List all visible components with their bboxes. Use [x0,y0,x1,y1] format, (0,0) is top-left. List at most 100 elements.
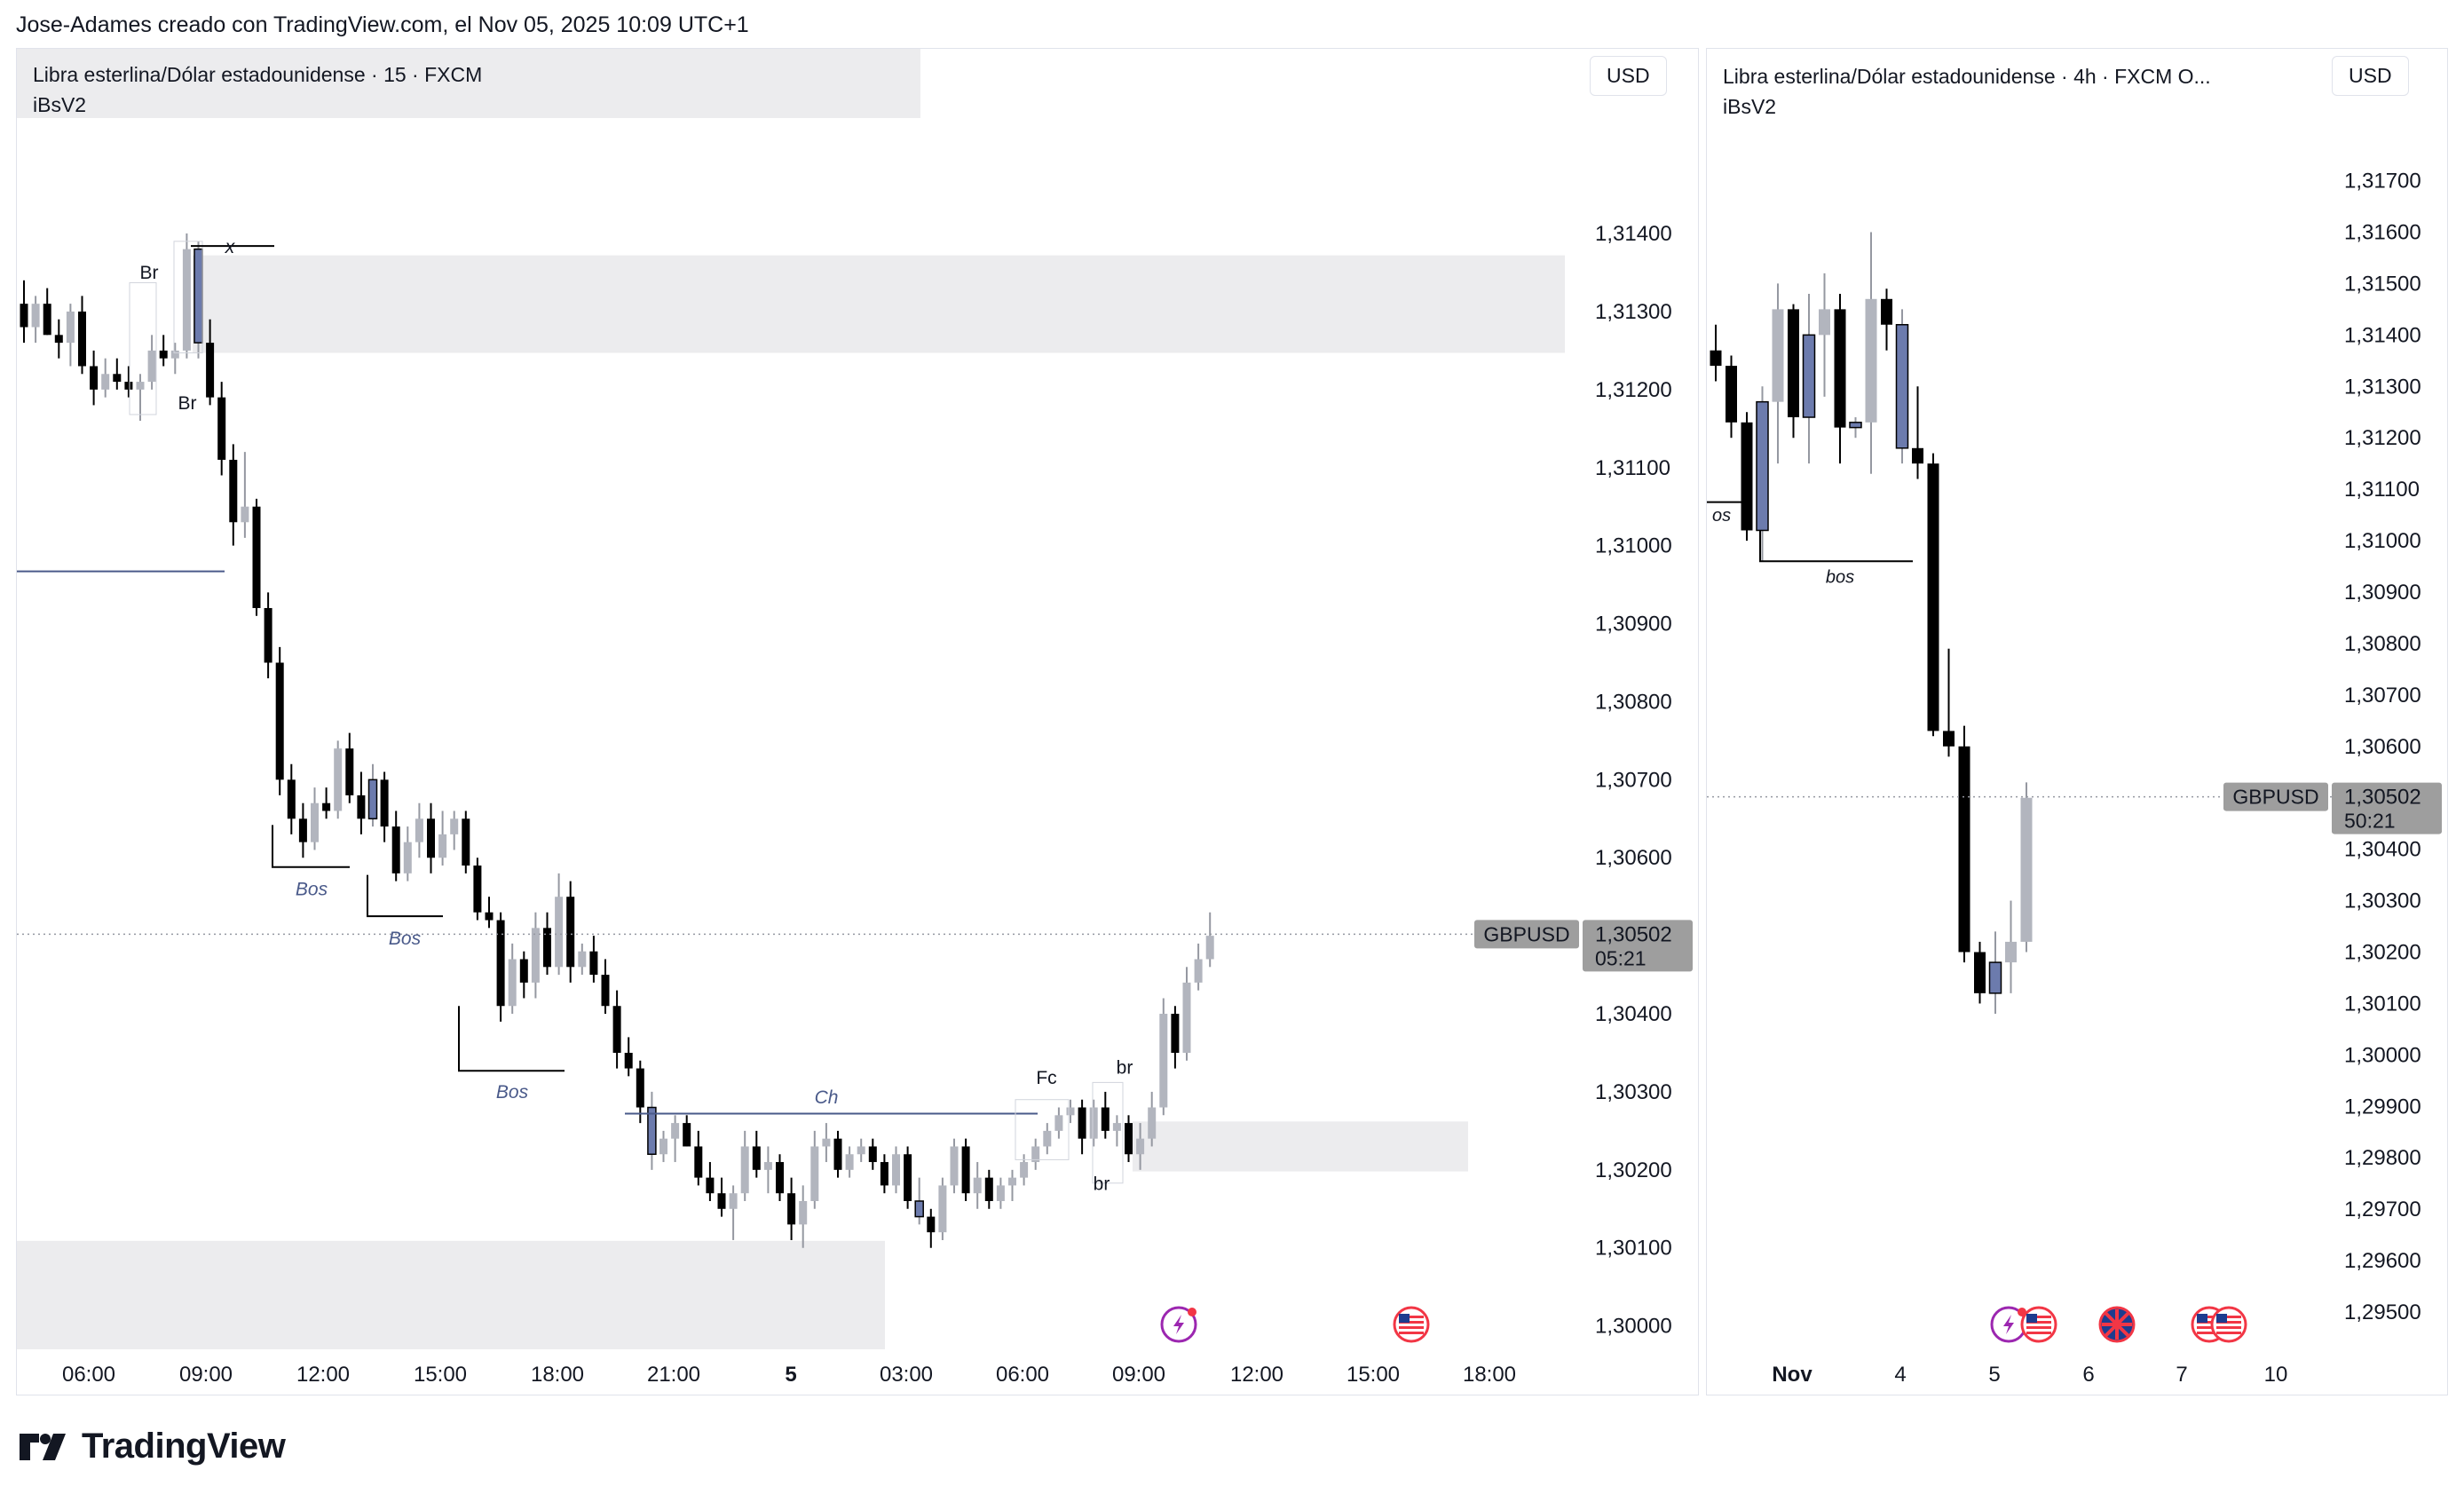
symbol-title[interactable]: Libra esterlina/Dólar estadounidense · 1… [33,63,483,86]
candle [927,1216,936,1233]
price-axis-label: 1,31300 [1595,300,1672,324]
candle [1171,1014,1180,1053]
chart-legend[interactable]: Libra esterlina/Dólar estadounidense · 4… [1707,49,2227,122]
last-price-label: 1,30502 [1595,922,1672,946]
lightning-event-icon[interactable] [1160,1306,1197,1343]
range-box [173,241,203,354]
us-flag-icon[interactable] [2020,1306,2057,1343]
candle [1741,422,1753,531]
candle [229,459,238,523]
price-axis-label: 1,31400 [2344,323,2421,347]
zone-box [17,1240,885,1349]
us-flag-icon[interactable] [2210,1306,2247,1343]
candle [1089,1107,1098,1139]
candle [822,1138,831,1147]
chart-15m-panel[interactable]: Libra esterlina/Dólar estadounidense · 1… [16,48,1699,1395]
chart-4h-panel[interactable]: Libra esterlina/Dólar estadounidense · 4… [1706,48,2448,1395]
candle [1819,309,1830,336]
candle [124,382,133,390]
price-axis-label: 1,31500 [2344,272,2421,296]
price-axis-label: 1,31700 [2344,170,2421,194]
chart-15m-canvas[interactable]: 1,31400 1,31300 1,31200 1,31100 1,31000 1,309… [17,49,1698,1395]
us-flag-icon[interactable] [1393,1306,1430,1343]
time-axis-label: 06:00 [996,1363,1049,1387]
candle [31,304,40,328]
candle [845,1154,854,1170]
candle [612,1006,621,1053]
brand-name: TradingView [82,1427,286,1466]
price-axis-label: 1,29600 [2344,1249,2421,1273]
candle [1031,1146,1040,1163]
candle [601,975,610,1007]
candle [717,1193,726,1209]
candle [54,335,63,344]
candle [415,818,423,842]
symbol-tag: GBPUSD [2232,786,2318,809]
candle [880,1162,888,1186]
candle [1912,447,1923,464]
candle [334,748,343,811]
price-axis-label: 1,30600 [1595,846,1672,870]
annotation-label: br [1117,1058,1133,1079]
candle [1101,1107,1110,1131]
indicator-label[interactable]: iBsV2 [33,93,87,116]
price-axis-label: 1,29900 [2344,1095,2421,1119]
candle [1726,366,1737,423]
candle [1066,1107,1075,1116]
time-axis-label: 10 [2264,1363,2288,1387]
price-axis-label: 1,31600 [2344,220,2421,244]
candle [391,826,400,874]
symbol-tag: GBPUSD [1483,922,1569,945]
range-box [1015,1099,1070,1160]
candle [101,374,110,390]
annotation-label: Br [178,393,197,414]
candle [589,951,598,976]
last-price-tag-bg [2332,782,2442,834]
candle [904,1154,912,1201]
candle [543,928,551,968]
symbol-title[interactable]: Libra esterlina/Dólar estadounidense · 4… [1723,65,2211,88]
candle [287,779,296,819]
candle [217,397,226,460]
candle [984,1177,993,1201]
price-axis-label: 1,30300 [1595,1080,1672,1104]
candle [555,897,564,968]
countdown-label: 05:21 [1595,946,1647,969]
price-axis-label: 1,31000 [1595,534,1672,558]
candle [1881,298,1892,325]
candle [1182,982,1191,1053]
price-axis-label: 1,31200 [2344,426,2421,450]
candle [298,818,307,842]
tradingview-logo: TradingView [20,1427,286,1466]
currency-button[interactable]: USD [2332,56,2409,96]
annotation-label: Bos [389,929,422,949]
range-box [129,281,157,415]
candle [170,350,179,359]
time-axis-label: 12:00 [296,1363,350,1387]
bos-line [458,1006,565,1072]
candle [1974,952,1986,993]
candle [706,1177,715,1194]
currency-button[interactable]: USD [1590,56,1667,96]
candle [2020,797,2033,942]
candle [671,1123,680,1139]
candle [1054,1115,1063,1131]
candle [566,897,575,968]
chart-4h-canvas[interactable]: 1,31700 1,31600 1,31500 1,31400 1,31300 1,312… [1707,49,2447,1395]
price-axis-label: 1,30600 [2344,735,2421,759]
time-axis-label: 18:00 [1463,1363,1516,1387]
candle [519,959,528,983]
uk-flag-icon[interactable] [2098,1306,2136,1343]
candle [193,248,203,344]
candle [357,794,366,819]
candle [182,249,191,351]
candle [380,779,389,827]
candle [996,1185,1005,1201]
candle [1194,959,1203,983]
price-axis-label: 1,30400 [1595,1002,1672,1026]
candle [1849,422,1862,429]
candle [961,1146,970,1194]
chart-legend[interactable]: Libra esterlina/Dólar estadounidense · 1… [17,49,920,118]
candle [694,1146,703,1178]
indicator-label[interactable]: iBsV2 [1723,95,1777,118]
